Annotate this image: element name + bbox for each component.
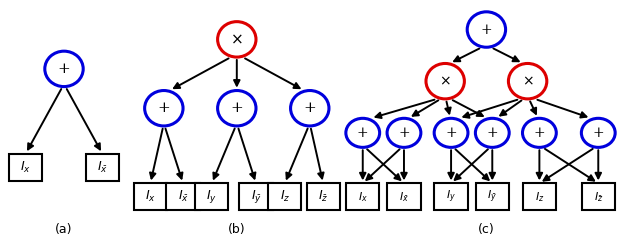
Text: +: + <box>481 23 492 36</box>
Ellipse shape <box>467 12 506 47</box>
FancyBboxPatch shape <box>476 183 509 210</box>
Text: $I_x$: $I_x$ <box>358 190 368 204</box>
FancyBboxPatch shape <box>523 183 556 210</box>
FancyBboxPatch shape <box>268 183 301 210</box>
FancyBboxPatch shape <box>195 183 228 210</box>
Ellipse shape <box>346 118 380 147</box>
FancyBboxPatch shape <box>346 183 380 210</box>
FancyBboxPatch shape <box>86 154 119 181</box>
Text: $I_z$: $I_z$ <box>280 189 290 204</box>
FancyBboxPatch shape <box>582 183 615 210</box>
Text: +: + <box>58 62 70 76</box>
Text: +: + <box>230 101 243 115</box>
Text: (b): (b) <box>228 223 246 236</box>
Text: $I_{\bar{z}}$: $I_{\bar{z}}$ <box>593 190 603 204</box>
Ellipse shape <box>45 51 83 87</box>
FancyBboxPatch shape <box>134 183 167 210</box>
Text: +: + <box>357 126 369 140</box>
Text: $I_y$: $I_y$ <box>446 189 456 205</box>
FancyBboxPatch shape <box>9 154 42 181</box>
Ellipse shape <box>291 91 329 126</box>
FancyBboxPatch shape <box>435 183 468 210</box>
Ellipse shape <box>434 118 468 147</box>
Text: (a): (a) <box>55 223 73 236</box>
Text: $I_{\bar{y}}$: $I_{\bar{y}}$ <box>250 188 262 205</box>
Text: $I_{\bar{y}}$: $I_{\bar{y}}$ <box>487 189 497 205</box>
Ellipse shape <box>508 63 547 99</box>
FancyBboxPatch shape <box>307 183 340 210</box>
Ellipse shape <box>218 22 256 57</box>
Text: $I_x$: $I_x$ <box>145 189 156 204</box>
Text: $I_{\bar{x}}$: $I_{\bar{x}}$ <box>177 189 189 204</box>
Ellipse shape <box>218 91 256 126</box>
FancyBboxPatch shape <box>387 183 420 210</box>
Text: +: + <box>157 101 170 115</box>
Text: $\times$: $\times$ <box>439 74 451 88</box>
Text: $I_{\bar{z}}$: $I_{\bar{z}}$ <box>318 189 328 204</box>
Ellipse shape <box>476 118 509 147</box>
Text: +: + <box>445 126 457 140</box>
Text: $\times$: $\times$ <box>230 32 243 46</box>
Ellipse shape <box>387 118 421 147</box>
Text: $\times$: $\times$ <box>522 74 534 88</box>
Text: +: + <box>486 126 498 140</box>
Text: $I_{\bar{x}}$: $I_{\bar{x}}$ <box>399 190 409 204</box>
Text: $I_z$: $I_z$ <box>534 190 544 204</box>
Text: $I_y$: $I_y$ <box>206 188 218 205</box>
Text: +: + <box>303 101 316 115</box>
Ellipse shape <box>581 118 615 147</box>
Text: (c): (c) <box>478 223 495 236</box>
Text: $I_{\bar{x}}$: $I_{\bar{x}}$ <box>97 160 108 175</box>
Text: +: + <box>398 126 410 140</box>
FancyBboxPatch shape <box>239 183 273 210</box>
Text: +: + <box>593 126 604 140</box>
FancyBboxPatch shape <box>166 183 200 210</box>
Ellipse shape <box>145 91 183 126</box>
Ellipse shape <box>426 63 465 99</box>
Ellipse shape <box>522 118 556 147</box>
Text: +: + <box>534 126 545 140</box>
Text: $I_x$: $I_x$ <box>20 160 31 175</box>
